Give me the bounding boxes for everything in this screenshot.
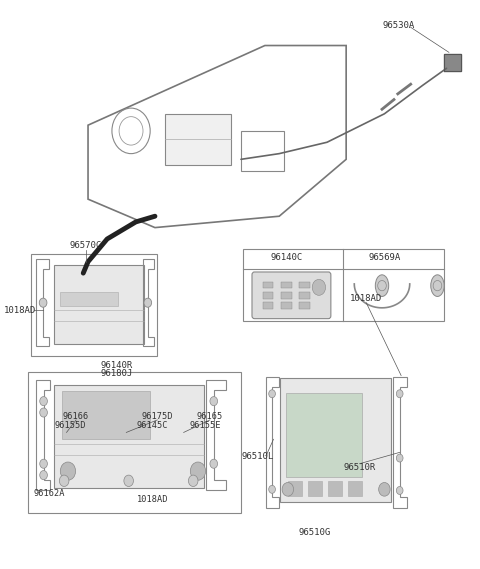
Circle shape xyxy=(144,298,152,307)
Bar xyxy=(263,282,274,288)
Bar xyxy=(300,282,310,288)
Bar xyxy=(31,254,157,356)
Circle shape xyxy=(379,483,390,496)
Circle shape xyxy=(191,462,205,480)
Text: 96155E: 96155E xyxy=(190,421,221,430)
Text: 96140R: 96140R xyxy=(101,361,133,370)
Text: 96180J: 96180J xyxy=(101,369,133,378)
Polygon shape xyxy=(444,54,461,71)
Text: 96155D: 96155D xyxy=(55,421,86,430)
Ellipse shape xyxy=(431,275,444,296)
Circle shape xyxy=(60,462,76,480)
Bar xyxy=(263,292,274,299)
Text: 96510G: 96510G xyxy=(299,527,331,537)
Circle shape xyxy=(40,397,48,406)
Bar xyxy=(288,481,302,496)
Text: 96162A: 96162A xyxy=(33,489,65,498)
Bar xyxy=(348,481,362,496)
Circle shape xyxy=(210,459,217,468)
Bar xyxy=(300,292,310,299)
Text: 96570C: 96570C xyxy=(70,241,102,250)
Bar xyxy=(28,372,241,513)
FancyBboxPatch shape xyxy=(252,272,331,319)
Text: 96510R: 96510R xyxy=(343,463,376,472)
Circle shape xyxy=(269,485,276,493)
Text: 1018AD: 1018AD xyxy=(137,495,168,504)
Bar xyxy=(54,385,204,488)
Bar xyxy=(54,265,144,344)
Bar xyxy=(281,302,292,309)
Circle shape xyxy=(189,475,198,486)
Ellipse shape xyxy=(375,275,389,296)
Circle shape xyxy=(269,390,276,398)
Circle shape xyxy=(60,475,69,486)
Circle shape xyxy=(396,454,403,462)
Bar xyxy=(241,131,284,171)
Circle shape xyxy=(124,475,133,486)
Bar xyxy=(328,481,342,496)
Text: 96165: 96165 xyxy=(197,412,223,421)
Circle shape xyxy=(396,486,403,494)
Circle shape xyxy=(396,390,403,398)
Bar xyxy=(165,114,231,165)
Bar xyxy=(308,481,322,496)
Text: 96145C: 96145C xyxy=(137,421,168,430)
Bar xyxy=(287,393,362,477)
Circle shape xyxy=(40,408,48,417)
Text: 1018AD: 1018AD xyxy=(4,306,36,315)
Bar xyxy=(62,391,150,439)
Bar xyxy=(243,249,444,321)
Circle shape xyxy=(210,397,217,406)
Bar xyxy=(280,378,391,502)
Bar xyxy=(281,282,292,288)
Text: 96175D: 96175D xyxy=(142,412,173,421)
Circle shape xyxy=(282,483,294,496)
Bar xyxy=(263,302,274,309)
Text: 96569A: 96569A xyxy=(368,253,400,262)
Bar xyxy=(300,302,310,309)
Bar xyxy=(281,292,292,299)
Circle shape xyxy=(40,459,48,468)
Circle shape xyxy=(39,298,47,307)
Text: 96140C: 96140C xyxy=(270,253,302,262)
Text: 96530A: 96530A xyxy=(383,21,415,30)
Text: 1018AD: 1018AD xyxy=(350,294,383,303)
Bar xyxy=(60,292,118,306)
Text: 96166: 96166 xyxy=(63,412,89,421)
Text: 96510L: 96510L xyxy=(241,452,274,461)
Circle shape xyxy=(40,471,48,480)
Circle shape xyxy=(312,279,325,295)
